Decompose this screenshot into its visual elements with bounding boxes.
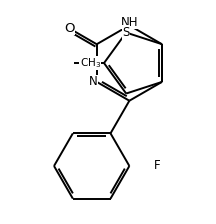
Text: S: S [122, 26, 130, 39]
Text: O: O [64, 22, 74, 35]
Text: F: F [154, 159, 161, 172]
Text: CH$_3$: CH$_3$ [79, 56, 101, 70]
Text: NH: NH [121, 16, 138, 29]
Text: N: N [89, 75, 97, 88]
